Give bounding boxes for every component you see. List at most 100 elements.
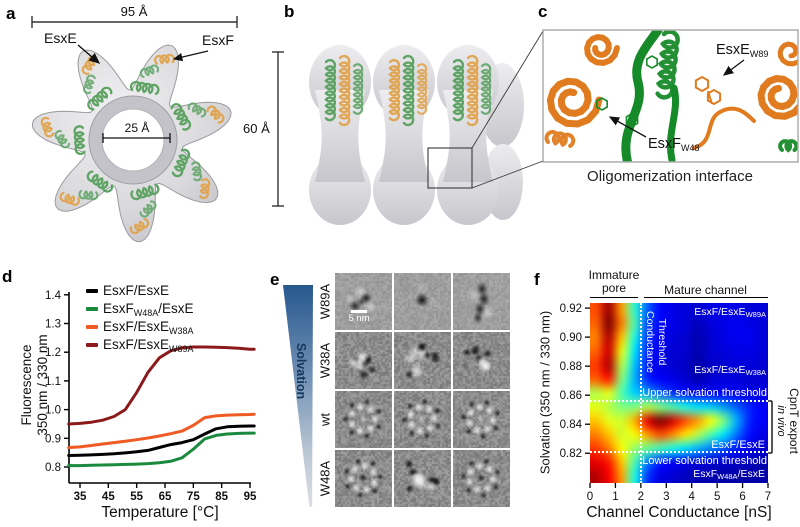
oligomerization-caption: Oligomerization interface xyxy=(587,168,753,185)
panel-f-heatmap xyxy=(590,303,768,483)
legend-swatch-3 xyxy=(86,343,98,347)
svg-text:1.4: 1.4 xyxy=(45,290,62,302)
class-average-W48A-1 xyxy=(335,450,392,507)
esxe-w89-label: EsxEW89 xyxy=(716,42,769,59)
f-x-axis-label: Channel Conductance [nS] xyxy=(586,504,772,521)
esxe-arrow xyxy=(77,44,101,64)
svg-text:45: 45 xyxy=(102,491,115,503)
svg-text:0.88: 0.88 xyxy=(560,361,582,373)
legend-swatch-1 xyxy=(86,307,98,311)
lower-solvation-line xyxy=(590,451,768,453)
svg-text:1: 1 xyxy=(612,491,618,503)
panel-letter-d: d xyxy=(2,267,13,286)
panel-letter-b: b xyxy=(284,2,295,21)
esxe-label: EsxE xyxy=(44,30,77,46)
svg-text:0.9: 0.9 xyxy=(45,433,61,445)
zoom-connector-top xyxy=(471,30,544,149)
immature-underline xyxy=(590,297,638,298)
legend-entry-2: EsxF/EsxEW38A xyxy=(103,319,194,336)
svg-text:0.84: 0.84 xyxy=(560,419,583,431)
row-label-wt: wt xyxy=(317,413,333,426)
d-y-axis-label: Fluorescence 350 nm / 330 nm xyxy=(19,334,50,436)
in-vivo-label: in vivo xyxy=(775,405,787,437)
esxf-w48-arrow xyxy=(608,116,647,138)
zoom-connector-bottom xyxy=(471,160,544,189)
class-average-W38A-3 xyxy=(453,332,510,389)
svg-text:0.8: 0.8 xyxy=(45,462,61,474)
esxf-label: EsxF xyxy=(202,32,234,48)
legend-swatch-0 xyxy=(86,289,98,293)
class-average-W48A-2 xyxy=(394,450,451,507)
svg-text:1.1: 1.1 xyxy=(45,376,61,388)
svg-text:1.0: 1.0 xyxy=(45,405,61,417)
scalebar-60A xyxy=(272,51,284,207)
panel-letter-f: f xyxy=(534,270,540,289)
class-average-W38A-2 xyxy=(394,332,451,389)
d-x-axis-label: Temperature [°C] xyxy=(101,504,219,521)
conductance-threshold-line xyxy=(640,303,642,483)
svg-text:0.90: 0.90 xyxy=(560,332,582,344)
svg-text:6: 6 xyxy=(739,491,745,503)
panel-a-structure xyxy=(31,44,232,243)
svg-text:1.3: 1.3 xyxy=(45,319,61,331)
immature-pore-label: Immature pore xyxy=(588,268,640,295)
heatmap-label-w48a: EsxFW48A/EsxE xyxy=(693,468,765,481)
heatmap-label-w89a: EsxF/EsxEW89A xyxy=(694,306,766,319)
solvation-label: Solvation xyxy=(294,342,308,400)
panel-c-ribbons xyxy=(544,30,798,162)
zoom-box xyxy=(427,147,473,189)
class-average-wt-1 xyxy=(335,391,392,448)
cpnt-export-label: CpnT export xyxy=(787,388,800,454)
height-60A-label: 60 Å xyxy=(243,121,270,136)
em-scalebar-label: 5 nm xyxy=(348,313,370,324)
row-label-w38a: W38A xyxy=(317,342,333,379)
heatmap-label-w38a: EsxF/EsxEW38A xyxy=(694,364,766,377)
legend-entry-1: EsxFW48A/EsxE xyxy=(103,301,194,318)
svg-text:0.86: 0.86 xyxy=(560,390,582,402)
scalebar-25A xyxy=(102,133,171,143)
svg-text:35: 35 xyxy=(74,491,87,503)
svg-text:95: 95 xyxy=(244,491,257,503)
class-average-W89A-1 xyxy=(335,273,392,330)
svg-text:4: 4 xyxy=(689,491,696,503)
upper-solvation-line xyxy=(590,400,768,402)
class-average-W48A-3 xyxy=(453,450,510,507)
legend-entry-0: EsxF/EsxE xyxy=(103,283,170,298)
upper-threshold-label: Upper solvation threshold xyxy=(642,387,767,399)
panel-letter-c: c xyxy=(538,2,548,21)
svg-text:3: 3 xyxy=(663,491,669,503)
svg-text:5: 5 xyxy=(714,491,720,503)
mature-channel-label: Mature channel xyxy=(664,283,747,297)
class-average-W38A-1 xyxy=(335,332,392,389)
panel-f-axes: 0 1 2 3 4 5 6 7 0.92 0.90 0.88 0.86 0.84 0.82 xyxy=(560,303,772,503)
svg-text:0: 0 xyxy=(587,491,593,503)
esxf-arrow xyxy=(172,50,209,62)
svg-text:1.2: 1.2 xyxy=(45,347,61,359)
lower-threshold-label: Lower solvation threshold xyxy=(642,455,767,467)
scalebar-95A xyxy=(31,16,238,28)
heatmap-label-wt: EsxF/EsxE xyxy=(711,439,765,451)
svg-text:7: 7 xyxy=(765,491,771,503)
class-average-wt-3 xyxy=(453,391,510,448)
esxe-w89-arrow xyxy=(722,59,745,76)
panel-b-structure xyxy=(309,45,524,225)
class-average-wt-2 xyxy=(394,391,451,448)
mature-underline xyxy=(644,297,768,298)
em-scalebar xyxy=(351,310,367,313)
svg-text:75: 75 xyxy=(187,491,200,503)
width-95A-label: 95 Å xyxy=(120,4,148,19)
panel-letter-e: e xyxy=(270,270,280,289)
esxf-w48-label: EsxFW48 xyxy=(648,136,700,153)
svg-text:55: 55 xyxy=(130,491,143,503)
row-label-w48a: W48A xyxy=(317,460,333,497)
class-average-W89A-3 xyxy=(453,273,510,330)
legend-swatch-2 xyxy=(86,325,98,329)
svg-text:0.82: 0.82 xyxy=(560,448,582,460)
cpnt-bracket xyxy=(768,400,773,454)
svg-text:0.92: 0.92 xyxy=(560,303,582,315)
pore-25A-label: 25 Å xyxy=(124,121,150,135)
f-y-axis-label: Solvation (350 nm / 330 nm) xyxy=(537,310,553,475)
svg-text:65: 65 xyxy=(159,491,172,503)
